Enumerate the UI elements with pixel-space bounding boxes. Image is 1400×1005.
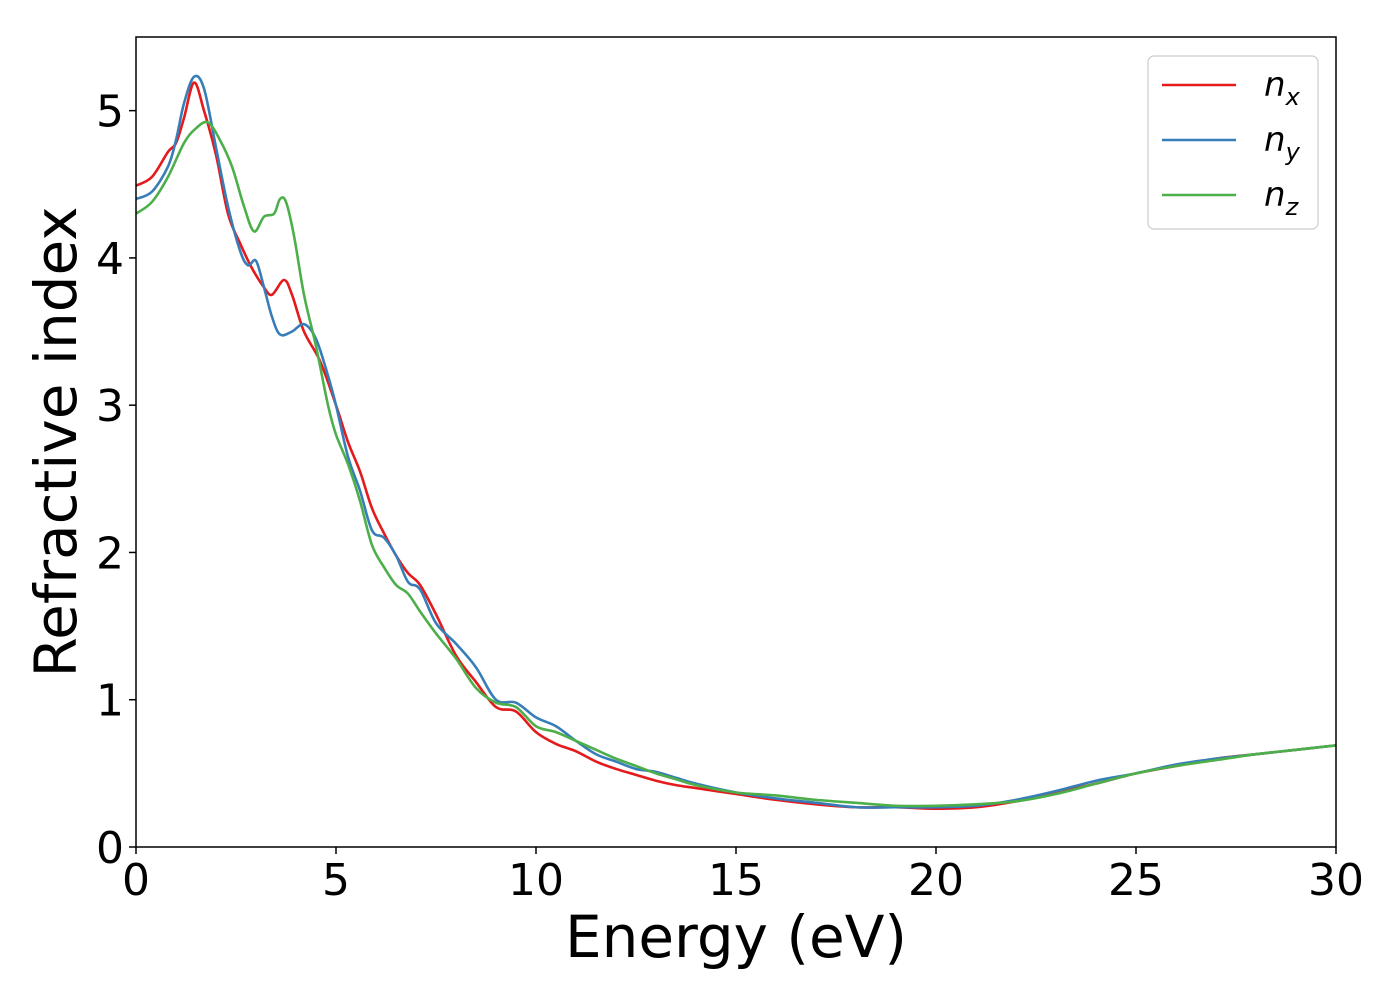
x-tick-label: 10 bbox=[508, 855, 564, 906]
x-tick-label: 20 bbox=[908, 855, 964, 906]
y-tick-label: 5 bbox=[96, 87, 124, 138]
x-axis-title: Energy (eV) bbox=[565, 903, 907, 971]
y-tick-label: 2 bbox=[96, 528, 124, 579]
y-tick-label: 3 bbox=[96, 381, 124, 432]
y-axis-title: Refractive index bbox=[22, 206, 90, 677]
series-line-nx bbox=[135, 81, 1337, 811]
y-tick-label: 4 bbox=[96, 234, 124, 285]
series-line-nz bbox=[135, 120, 1337, 808]
x-tick-label: 15 bbox=[708, 855, 764, 906]
x-tick-label: 5 bbox=[322, 855, 350, 906]
legend-frame bbox=[1147, 55, 1319, 230]
x-tick-label: 30 bbox=[1308, 855, 1364, 906]
series-line-ny bbox=[135, 74, 1337, 809]
x-tick-label: 25 bbox=[1108, 855, 1164, 906]
series-layer bbox=[135, 74, 1337, 811]
x-tick-label: 0 bbox=[122, 855, 150, 906]
x-axis: 0 5 10 15 20 25 30 bbox=[122, 847, 1364, 906]
y-tick-label: 1 bbox=[96, 676, 124, 727]
y-tick-label: 0 bbox=[96, 823, 124, 874]
y-axis: 0 1 2 3 4 5 bbox=[96, 87, 136, 874]
